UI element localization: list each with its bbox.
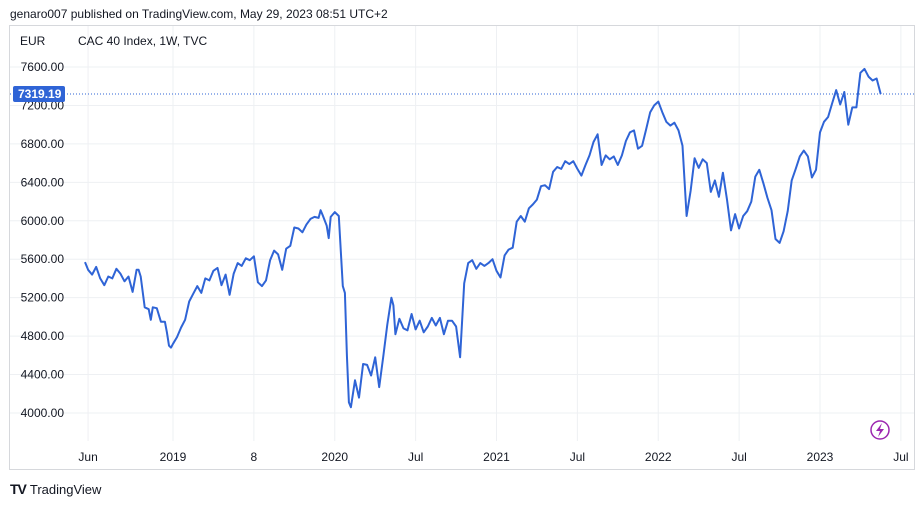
lightning-icon-ring xyxy=(870,420,890,440)
x-tick-label: Jul xyxy=(893,450,908,464)
y-tick-label: 5200.00 xyxy=(21,291,65,305)
y-tick-label: 6000.00 xyxy=(21,214,65,228)
last-price-tag xyxy=(13,85,65,102)
tradingview-logo-icon: TV xyxy=(10,481,27,497)
y-tick-label: 6800.00 xyxy=(21,137,65,151)
y-axis-ticks: 4000.00 4400.00 4800.00 5200.00 5600.00 6000.… xyxy=(21,60,65,420)
x-tick-label: Jun xyxy=(78,450,97,464)
publish-info: genaro007 published on TradingView.com, … xyxy=(10,7,388,21)
x-tick-label: 2023 xyxy=(807,450,834,464)
x-axis-ticks: Jun 2019 8 2020 Jul 2021 Jul 2022 Jul 2023 Jul xyxy=(78,450,908,464)
x-tick-label: 2021 xyxy=(483,450,510,464)
x-tick-label: Jul xyxy=(408,450,423,464)
footer-brand: TV TradingView xyxy=(10,481,101,497)
brand-name: TradingView xyxy=(29,481,102,497)
y-tick-label: 5600.00 xyxy=(21,252,65,266)
currency-label: EUR xyxy=(20,34,46,48)
lightning-icon-glyph xyxy=(876,423,884,437)
y-tick-label: 4400.00 xyxy=(21,368,65,382)
x-tick-label: Jul xyxy=(731,450,746,464)
x-tick-label: Jul xyxy=(570,450,585,464)
y-tick-label: 7600.00 xyxy=(21,60,65,74)
price-line-series xyxy=(84,67,882,409)
x-tick-label: 2022 xyxy=(645,450,672,464)
y-tick-label: 4000.00 xyxy=(21,406,65,420)
chart-title: CAC 40 Index, 1W, TVC xyxy=(78,34,207,48)
y-tick-label: 4800.00 xyxy=(21,329,65,343)
x-tick-label: 8 xyxy=(251,450,258,464)
x-tick-label: 2019 xyxy=(160,450,187,464)
last-price-label: 7319.19 xyxy=(18,87,62,101)
lightning-icon[interactable] xyxy=(870,420,890,440)
chart-frame xyxy=(9,25,915,470)
y-tick-label: 6400.00 xyxy=(21,175,65,189)
x-tick-label: 2020 xyxy=(321,450,348,464)
grid-lines xyxy=(10,26,914,441)
